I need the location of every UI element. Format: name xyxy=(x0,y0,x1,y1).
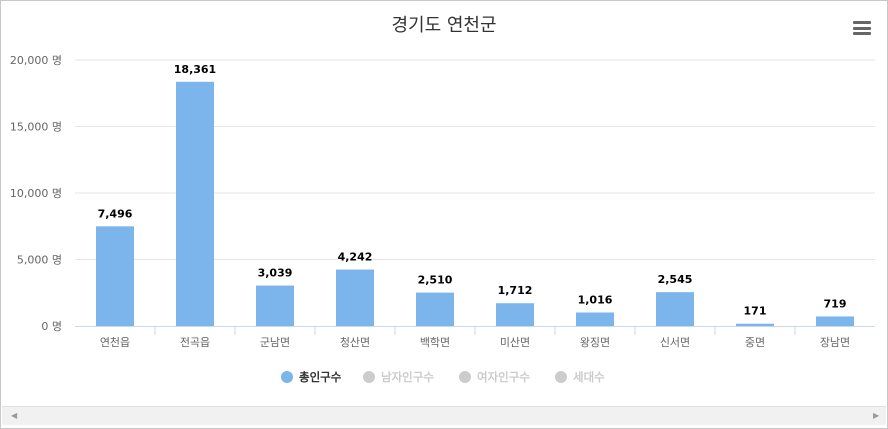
data-label: 1,712 xyxy=(498,284,533,297)
chart-title: 경기도 연천군 xyxy=(391,15,496,36)
bar[interactable] xyxy=(736,323,774,326)
data-label: 3,039 xyxy=(258,267,293,280)
x-tick-label: 군남면 xyxy=(260,336,290,349)
legend-marker[interactable] xyxy=(281,371,293,383)
x-tick-label: 신서면 xyxy=(660,336,690,349)
y-tick-label: 15,000 명 xyxy=(10,121,62,134)
x-tick-label: 청산면 xyxy=(340,336,370,349)
bar[interactable] xyxy=(656,292,694,326)
legend-marker[interactable] xyxy=(363,371,375,383)
x-tick-label: 백학면 xyxy=(420,336,450,349)
legend-item[interactable]: 남자인구수 xyxy=(381,370,434,384)
data-label: 171 xyxy=(744,305,767,318)
legend-marker[interactable] xyxy=(459,371,471,383)
data-label: 719 xyxy=(824,297,847,310)
x-tick-label: 장남면 xyxy=(820,336,850,349)
x-tick-label: 연천읍 xyxy=(100,335,130,349)
data-label: 18,361 xyxy=(174,63,216,76)
data-label: 2,510 xyxy=(418,274,453,287)
x-tick-label: 중면 xyxy=(745,336,765,349)
y-tick-label: 0 명 xyxy=(41,320,62,333)
y-tick-label: 10,000 명 xyxy=(10,187,62,200)
horizontal-scrollbar[interactable]: ◀ ▶ xyxy=(2,406,886,425)
bar[interactable] xyxy=(576,312,614,326)
x-tick-label: 왕징면 xyxy=(580,336,610,349)
bar[interactable] xyxy=(496,303,534,326)
data-label: 4,242 xyxy=(338,251,373,264)
hamburger-menu-icon[interactable] xyxy=(853,21,871,35)
bar[interactable] xyxy=(96,226,134,326)
bar[interactable] xyxy=(256,285,294,326)
y-tick-label: 20,000 명 xyxy=(10,54,62,67)
legend-item[interactable]: 세대수 xyxy=(573,370,605,384)
data-label: 7,496 xyxy=(98,207,133,220)
x-tick-label: 미산면 xyxy=(500,336,530,349)
arrow-left-icon[interactable]: ◀ xyxy=(11,411,18,420)
data-label: 1,016 xyxy=(578,293,613,306)
bar[interactable] xyxy=(176,81,214,326)
legend-marker[interactable] xyxy=(555,371,567,383)
legend-item[interactable]: 여자인구수 xyxy=(477,370,530,384)
data-label: 2,545 xyxy=(658,273,693,286)
legend-item[interactable]: 총인구수 xyxy=(299,370,342,384)
y-tick-label: 5,000 명 xyxy=(17,254,62,267)
x-tick-label: 전곡읍 xyxy=(180,336,210,349)
arrow-right-icon[interactable]: ▶ xyxy=(873,411,880,420)
bar-chart: 경기도 연천군 0 명 5,000 명 10,000 명 15,000 명 20,000… xyxy=(10,15,875,384)
bar[interactable] xyxy=(816,316,854,326)
bar[interactable] xyxy=(416,292,454,326)
bar[interactable] xyxy=(336,269,374,326)
